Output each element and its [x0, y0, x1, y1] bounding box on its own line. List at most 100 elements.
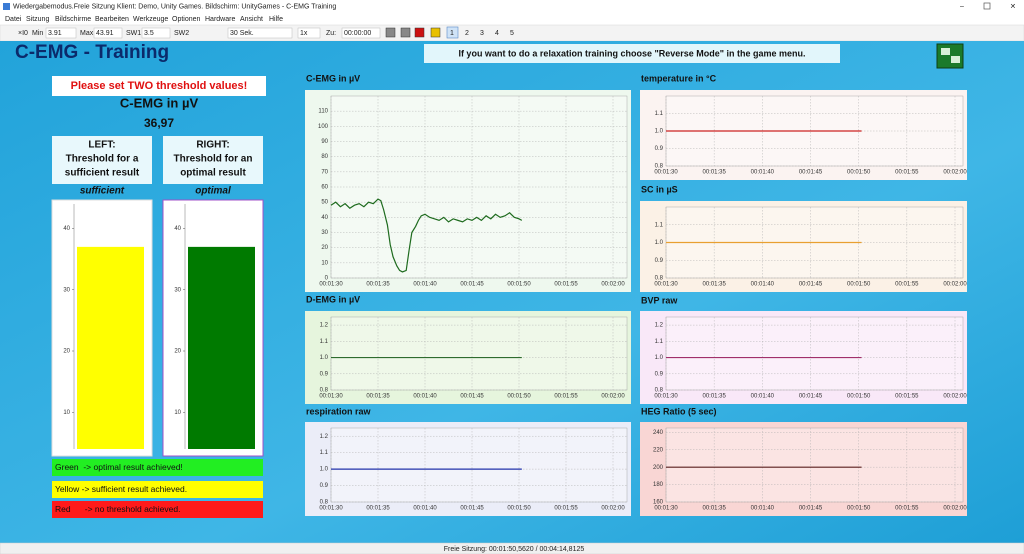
toolbar-item: SW1 [126, 30, 141, 37]
menu-item[interactable]: Bildschirme [55, 16, 91, 23]
toolbar-field[interactable] [141, 27, 171, 39]
threshold-bar [188, 246, 255, 449]
menu-item[interactable]: Werkzeuge [133, 16, 168, 23]
toolbar-field[interactable] [297, 27, 321, 39]
x-tick-label: 00:01:45 [460, 394, 484, 400]
y-tick-label: 1.1 [655, 222, 664, 228]
x-tick-label: 00:02:00 [943, 506, 967, 512]
x-tick-label: 00:01:30 [319, 282, 343, 288]
legend-text: Green -> optimal result achieved! [55, 462, 183, 472]
x-tick-label: 00:02:00 [601, 506, 625, 512]
y-tick-label: 30 [174, 287, 181, 293]
page-button[interactable]: 1 [450, 30, 454, 37]
toolbar-button[interactable] [385, 27, 396, 38]
x-tick-label: 00:01:45 [799, 282, 823, 288]
menu-item[interactable]: Datei [5, 16, 22, 23]
right-threshold-line: optimal result [180, 168, 246, 179]
toolbar-field[interactable] [341, 27, 381, 39]
toolbar-button[interactable] [400, 27, 411, 38]
toolbar-button[interactable] [430, 27, 441, 38]
page-selected [446, 26, 459, 39]
x-tick-label: 00:01:35 [366, 394, 390, 400]
y-tick-label: 20 [63, 349, 70, 355]
close[interactable]: ✕ [1010, 3, 1016, 10]
x-tick-label: 00:01:35 [366, 282, 390, 288]
chart-title: SC in µS [641, 184, 678, 194]
x-tick-label: 00:01:45 [460, 282, 484, 288]
x-tick-label: 00:01:40 [751, 506, 775, 512]
x-tick-label: 00:01:45 [799, 506, 823, 512]
y-tick-label: 1.1 [320, 450, 329, 456]
x-tick-label: 00:01:35 [702, 282, 726, 288]
y-tick-label: 0.8 [320, 500, 329, 506]
y-tick-label: 10 [174, 410, 181, 416]
x-tick-label: 00:01:30 [319, 394, 343, 400]
x-tick-label: 00:01:40 [413, 394, 437, 400]
x-tick-label: 00:01:55 [895, 282, 919, 288]
right-threshold-line: RIGHT: [196, 140, 229, 151]
page-button[interactable]: 3 [480, 30, 484, 37]
y-tick-label: 1.2 [655, 323, 664, 329]
legend-box [52, 501, 263, 518]
x-tick-label: 00:01:40 [751, 282, 775, 288]
x-tick-label: 00:01:30 [654, 394, 678, 400]
toolbar-item: 43.91 [96, 30, 114, 37]
page-button[interactable]: 5 [510, 30, 514, 37]
y-tick-label: 160 [653, 500, 664, 506]
y-tick-label: 40 [63, 226, 70, 232]
toolbar-item: 30 Sek. [230, 30, 254, 37]
x-tick-label: 00:01:55 [895, 394, 919, 400]
x-tick-label: 00:02:00 [943, 170, 967, 176]
page-button[interactable]: 2 [465, 30, 469, 37]
toolbar-item: Min [32, 30, 43, 37]
menu-item[interactable]: Bearbeiten [95, 16, 129, 23]
menu-item[interactable]: Optionen [172, 16, 201, 23]
y-tick-label: 110 [318, 109, 328, 115]
x-tick-label: 00:01:40 [413, 506, 437, 512]
y-tick-label: 80 [321, 154, 328, 160]
x-tick-label: 00:01:55 [554, 506, 578, 512]
chart-panel [305, 90, 631, 292]
y-tick-label: 60 [321, 185, 328, 191]
toolbar-item: 1x [300, 30, 308, 37]
menu-item[interactable]: Ansicht [240, 16, 263, 23]
menu-item[interactable]: Hardware [205, 16, 235, 23]
toolbar-button[interactable] [414, 27, 425, 38]
y-tick-label: 50 [321, 200, 328, 206]
signal-label: C-EMG in µV [120, 95, 199, 110]
x-tick-label: 00:01:30 [654, 170, 678, 176]
x-tick-label: 00:01:50 [847, 506, 871, 512]
x-tick-label: 00:01:50 [847, 282, 871, 288]
x-tick-label: 00:02:00 [601, 394, 625, 400]
menu-item[interactable]: Sitzung [26, 16, 49, 23]
x-tick-label: 00:02:00 [601, 282, 625, 288]
y-tick-label: 1.0 [320, 355, 329, 361]
maximize[interactable] [983, 2, 991, 10]
x-tick-label: 00:01:45 [799, 170, 823, 176]
right-threshold-box[interactable] [163, 136, 263, 184]
y-tick-label: 10 [63, 410, 70, 416]
page-button[interactable]: 4 [495, 30, 499, 37]
toolbar-field[interactable] [45, 27, 77, 39]
chart-title: respiration raw [306, 406, 372, 416]
x-tick-label: 00:01:35 [702, 394, 726, 400]
warning-box [52, 76, 266, 96]
left-threshold-box[interactable] [52, 136, 152, 184]
y-tick-label: 0.8 [655, 388, 664, 394]
chart-title: HEG Ratio (5 sec) [641, 406, 717, 416]
toolbar-item: 3.91 [48, 30, 62, 37]
y-tick-label: 1.0 [655, 129, 664, 135]
toolbar-field[interactable] [93, 27, 123, 39]
left-threshold-line: sufficient result [65, 168, 140, 179]
window-title: Wiedergabemodus.Freie Sitzung Klient: De… [13, 3, 336, 10]
chart-title: C-EMG in µV [306, 73, 360, 83]
left-threshold-line: LEFT: [88, 140, 115, 151]
y-tick-label: 0.9 [655, 146, 664, 152]
y-tick-label: 30 [321, 230, 328, 236]
x-tick-label: 00:01:50 [507, 506, 531, 512]
minimize[interactable]: – [960, 3, 964, 10]
menu-item[interactable]: Hilfe [269, 16, 283, 23]
toolbar-field[interactable] [227, 27, 293, 39]
chart-title: D-EMG in µV [306, 294, 360, 304]
